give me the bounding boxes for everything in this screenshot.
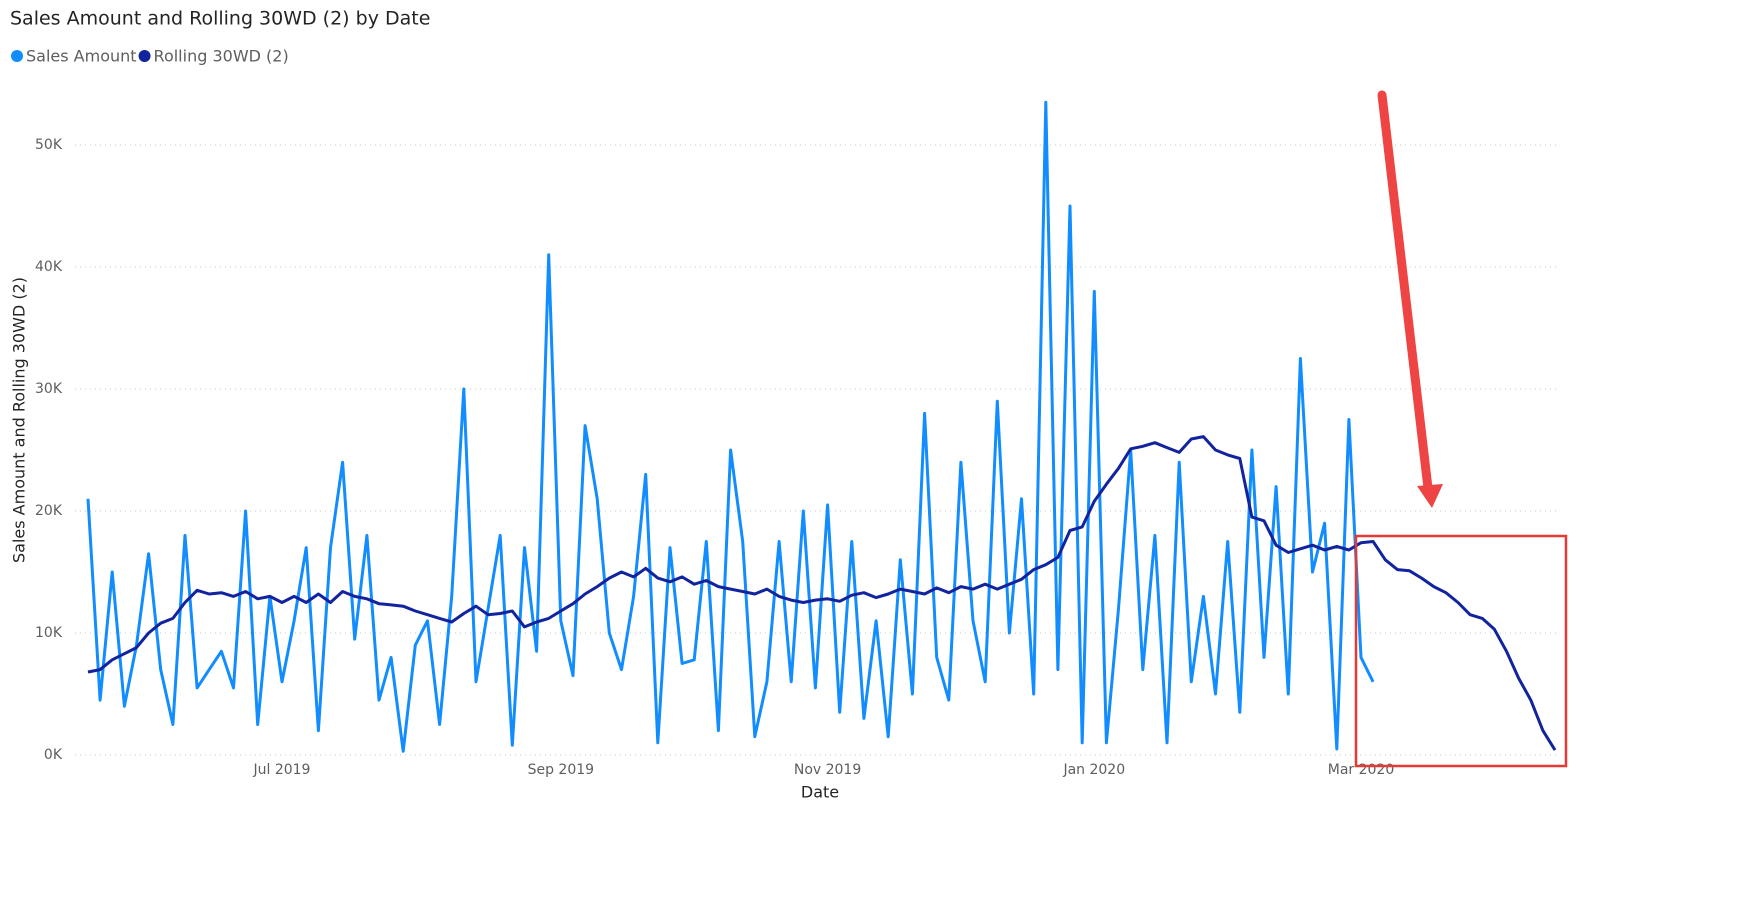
x-tick-label: Sep 2019 [528, 762, 594, 778]
chart-title: Sales Amount and Rolling 30WD (2) by Dat… [10, 8, 430, 30]
x-tick-label: Mar 2020 [1328, 762, 1395, 778]
y-tick-label: 10K [35, 625, 63, 641]
legend-label: Rolling 30WD (2) [154, 47, 289, 66]
highlight-box [1354, 534, 1568, 768]
x-tick-label: Nov 2019 [794, 762, 861, 778]
x-tick-label: Jul 2019 [252, 762, 310, 778]
legend-label: Sales Amount [26, 47, 137, 66]
y-tick-label: 20K [35, 503, 63, 519]
y-axis-title: Sales Amount and Rolling 30WD (2) [10, 277, 29, 563]
arrow-head [1417, 484, 1443, 508]
legend-marker [11, 50, 23, 62]
y-tick-label: 40K [35, 259, 63, 275]
legend-marker [138, 50, 151, 62]
y-tick-label: 50K [35, 137, 63, 153]
x-axis-title: Date [801, 783, 839, 802]
line-series [87, 435, 1557, 751]
plot: 0K 10K 20K 30K 40K 50K Jul 2019 Sep 2019 Nov 201… [35, 100, 1560, 778]
arrow-shaft [1377, 90, 1433, 493]
line-series [86, 100, 1375, 753]
y-tick-label: 0K [44, 747, 63, 763]
y-tick-label: 30K [35, 381, 63, 397]
x-tick-label: Jan 2020 [1062, 762, 1125, 778]
